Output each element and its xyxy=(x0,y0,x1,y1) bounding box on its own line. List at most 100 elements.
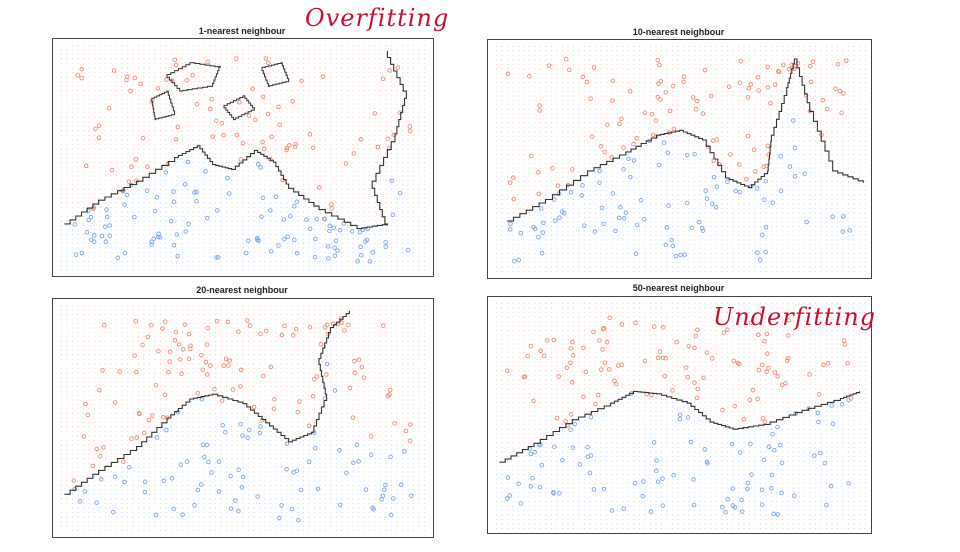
data-point xyxy=(219,120,225,126)
data-point xyxy=(677,412,683,417)
data-point xyxy=(234,132,240,138)
data-point xyxy=(284,147,289,153)
data-point xyxy=(155,86,161,91)
data-point xyxy=(844,58,849,63)
data-point xyxy=(699,225,705,231)
data-point xyxy=(660,503,665,508)
data-point xyxy=(651,132,656,138)
data-point xyxy=(828,483,834,489)
data-point xyxy=(112,400,118,405)
data-point xyxy=(291,470,296,475)
data-point xyxy=(407,128,413,134)
data-point xyxy=(157,235,163,240)
data-point xyxy=(745,480,751,486)
data-point xyxy=(195,390,200,396)
data-point xyxy=(361,375,366,380)
data-point xyxy=(99,477,104,482)
data-point xyxy=(685,374,690,380)
data-point xyxy=(714,184,720,189)
data-point xyxy=(697,219,702,225)
sample-points xyxy=(504,315,854,517)
data-point xyxy=(238,384,243,389)
data-point xyxy=(804,219,809,225)
data-point xyxy=(748,441,753,447)
data-point xyxy=(186,221,191,227)
data-point xyxy=(182,322,188,327)
data-point xyxy=(655,58,660,63)
data-point xyxy=(279,332,285,338)
data-point xyxy=(710,201,715,206)
data-point xyxy=(292,204,297,209)
data-point xyxy=(761,164,766,169)
data-point xyxy=(285,234,290,239)
background-grid xyxy=(61,305,425,531)
data-point xyxy=(766,365,771,371)
data-point xyxy=(709,356,715,361)
decision-boundary xyxy=(64,50,407,230)
data-point xyxy=(250,86,255,91)
data-point xyxy=(94,446,100,452)
data-point xyxy=(507,493,512,498)
data-point xyxy=(848,396,854,401)
data-point xyxy=(670,83,676,89)
data-point xyxy=(132,353,137,358)
data-point xyxy=(258,331,263,336)
data-point xyxy=(98,453,103,459)
data-point xyxy=(581,345,586,351)
data-point xyxy=(810,59,816,64)
data-point xyxy=(759,487,765,493)
data-point xyxy=(203,359,209,365)
data-point xyxy=(725,496,731,502)
data-point xyxy=(296,517,301,523)
data-point xyxy=(320,74,326,79)
data-point xyxy=(162,392,168,398)
data-point xyxy=(744,176,749,182)
data-point xyxy=(686,343,691,349)
data-point xyxy=(171,506,177,512)
data-point xyxy=(175,124,181,130)
data-point xyxy=(395,65,401,70)
data-point xyxy=(569,380,575,385)
data-point xyxy=(529,153,534,159)
data-point xyxy=(762,197,767,202)
data-point xyxy=(260,139,265,145)
data-point xyxy=(238,367,244,373)
data-point xyxy=(833,86,838,92)
data-point xyxy=(385,136,390,141)
data-point xyxy=(693,106,699,112)
data-point xyxy=(310,394,316,399)
data-point xyxy=(284,466,289,472)
data-point xyxy=(297,399,302,404)
data-point xyxy=(692,345,697,351)
data-point xyxy=(588,414,594,420)
data-point xyxy=(541,353,547,359)
data-point xyxy=(326,256,331,261)
data-point xyxy=(109,167,115,173)
data-point xyxy=(207,106,213,112)
data-point xyxy=(371,507,376,512)
data-point xyxy=(538,348,543,354)
background-grid xyxy=(496,46,866,272)
data-point xyxy=(504,368,510,373)
data-point xyxy=(825,361,831,366)
data-point xyxy=(346,322,351,328)
data-point xyxy=(81,434,87,439)
data-point xyxy=(651,324,657,329)
data-point xyxy=(720,504,725,510)
data-point xyxy=(841,214,846,219)
data-point xyxy=(816,392,822,397)
data-point xyxy=(383,482,388,488)
data-point xyxy=(397,190,403,196)
data-point xyxy=(337,448,342,453)
data-point xyxy=(824,502,829,508)
data-point xyxy=(577,462,583,467)
data-point xyxy=(802,171,807,176)
data-point xyxy=(290,99,295,104)
data-point xyxy=(735,360,741,366)
data-point xyxy=(126,464,132,470)
data-point xyxy=(93,126,98,132)
data-point xyxy=(380,76,386,82)
data-point xyxy=(525,353,530,359)
data-point xyxy=(192,503,197,508)
data-point xyxy=(356,357,362,362)
